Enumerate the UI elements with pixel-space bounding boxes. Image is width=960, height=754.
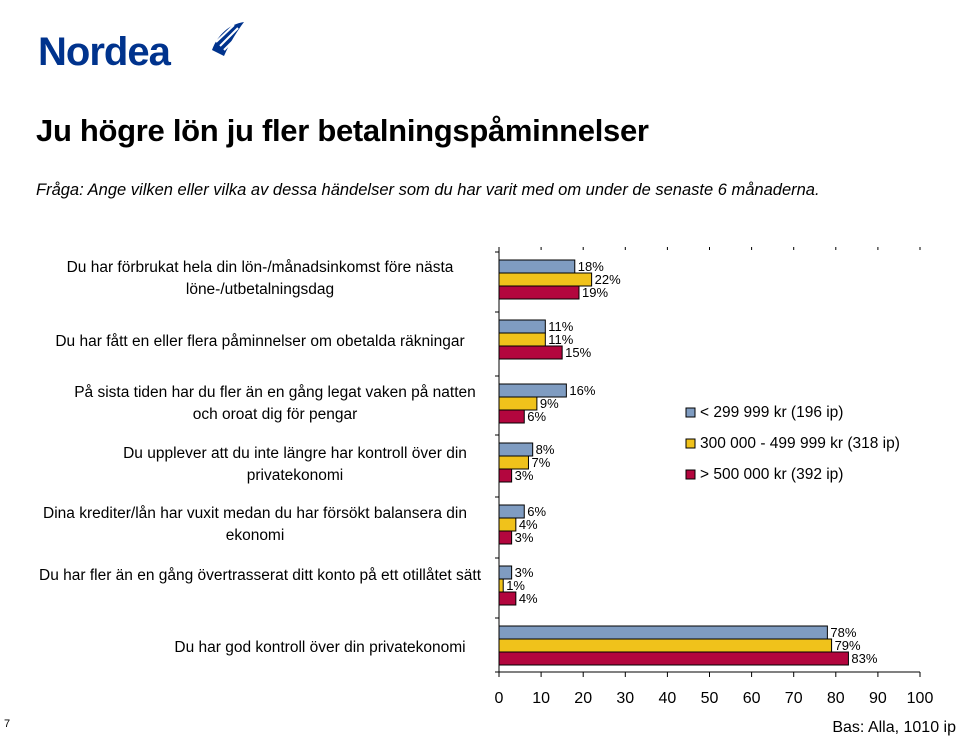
bar [498, 565, 513, 580]
bar-value-label: 4% [519, 591, 538, 606]
category-label: Du upplever att du inte längre har kontr… [123, 445, 467, 484]
category-label: Du har fått en eller flera påminnelser o… [55, 333, 465, 350]
bar-value-label: 3% [515, 468, 534, 483]
bar-value-label: 78% [830, 625, 856, 640]
bar [498, 530, 513, 545]
page-title: Ju högre lön ju fler betalningspåminnels… [36, 113, 649, 148]
bar-value-label: 4% [519, 517, 538, 532]
bar-value-label: 9% [540, 396, 559, 411]
x-tick-label: 90 [869, 690, 887, 707]
bar [498, 578, 504, 593]
category-label: Du har god kontroll över din privatekono… [174, 639, 466, 656]
bar [498, 442, 534, 457]
bar [498, 332, 546, 347]
legend-label: 300 000 - 499 999 kr (318 ip) [700, 435, 900, 452]
x-tick-label: 40 [659, 690, 677, 707]
legend-label: < 299 999 kr (196 ip) [700, 404, 843, 421]
bar-value-label: 18% [578, 259, 604, 274]
base-note: Bas: Alla, 1010 ip [832, 719, 956, 736]
x-tick-label: 70 [785, 690, 803, 707]
bar-value-label: 79% [835, 638, 861, 653]
bar [498, 285, 580, 300]
nordea-wordmark: Nordea [38, 30, 171, 74]
x-tick-label: 60 [743, 690, 761, 707]
bar-value-label: 1% [506, 578, 525, 593]
bar [498, 468, 513, 483]
bar-value-label: 11% [548, 319, 573, 334]
x-tick-label: 30 [616, 690, 634, 707]
bar [498, 345, 563, 360]
category-label: På sista tiden har du fler än en gång le… [74, 384, 476, 423]
bar [498, 259, 576, 274]
bar-value-label: 15% [565, 345, 591, 360]
x-tick-label: 0 [495, 690, 504, 707]
x-tick-label: 80 [827, 690, 845, 707]
bar-value-label: 19% [582, 285, 608, 300]
page-number: 7 [4, 718, 11, 730]
bar-value-label: 7% [531, 455, 550, 470]
bar [498, 591, 517, 606]
bar [498, 319, 546, 334]
survey-question: Fråga: Ange vilken eller vilka av dessa … [36, 181, 820, 199]
x-tick-label: 100 [907, 690, 934, 707]
bar [498, 455, 529, 470]
bar [498, 272, 593, 287]
bar-value-label: 83% [851, 651, 877, 666]
bar-value-label: 6% [527, 504, 546, 519]
bar-value-label: 8% [536, 442, 555, 457]
bar [498, 625, 828, 640]
x-tick-label: 20 [574, 690, 592, 707]
bar-value-label: 22% [595, 272, 621, 287]
bar-value-label: 11% [548, 332, 573, 347]
category-label: Du har förbrukat hela din lön-/månadsink… [66, 259, 454, 298]
nordea-logo: Nordea [38, 20, 248, 74]
bar-value-label: 3% [515, 565, 534, 580]
bar-value-label: 16% [569, 383, 595, 398]
bar [498, 651, 849, 666]
category-label: Du har fler än en gång övertrasserat dit… [39, 567, 481, 584]
bar [498, 409, 525, 424]
category-label: Dina krediter/lån har vuxit medan du har… [43, 505, 467, 544]
legend-swatch [685, 438, 696, 449]
x-tick-label: 50 [701, 690, 719, 707]
bar-value-label: 6% [527, 409, 546, 424]
sail-logo-icon [212, 22, 244, 56]
legend-swatch [685, 469, 696, 480]
bar [498, 638, 833, 653]
legend-label: > 500 000 kr (392 ip) [700, 466, 843, 483]
bar-value-label: 3% [515, 530, 534, 545]
bar [498, 517, 517, 532]
x-tick-label: 10 [532, 690, 550, 707]
legend-swatch [685, 407, 696, 418]
